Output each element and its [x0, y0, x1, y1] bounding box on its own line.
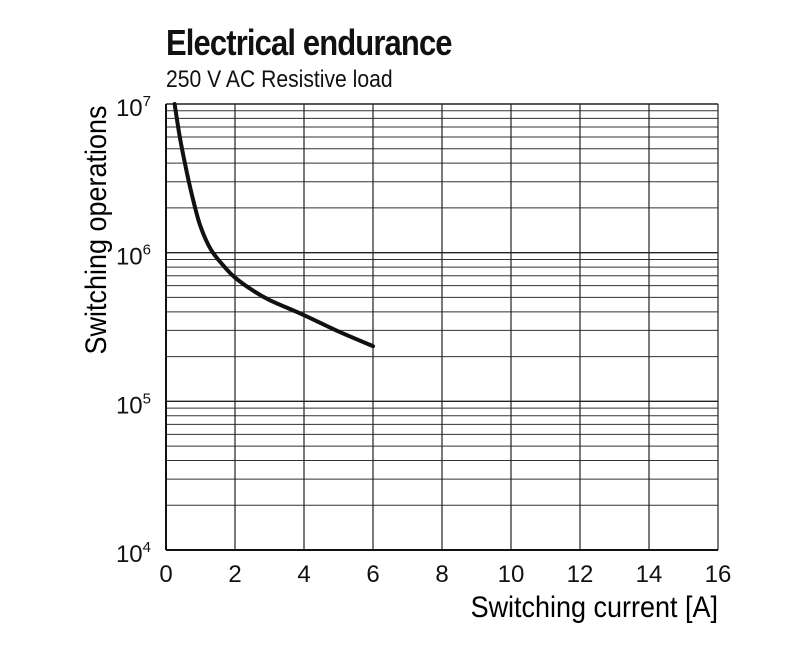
chart-subtitle: 250 V AC Resistive load: [166, 66, 393, 93]
grid-major: [165, 103, 719, 551]
y-tick-label: 104: [116, 539, 151, 568]
y-tick-labels: 104 105 106 107: [116, 93, 151, 568]
x-tick-label: 10: [498, 561, 525, 588]
y-tick-label: 107: [116, 93, 151, 122]
x-tick-label: 2: [228, 561, 241, 588]
x-tick-labels: 0 2 4 6 8 10 12 14 16: [159, 561, 731, 588]
x-tick-label: 8: [435, 561, 448, 588]
x-tick-label: 16: [705, 561, 732, 588]
chart-title: Electrical endurance: [166, 22, 453, 63]
x-tick-label: 0: [159, 561, 172, 588]
y-axis-label: Switching operations: [80, 106, 114, 355]
series-layer: [172, 102, 375, 349]
x-tick-label: 6: [366, 561, 379, 588]
y-tick-label: 106: [116, 242, 151, 271]
series-line-0: [172, 102, 375, 349]
x-tick-label: 14: [636, 561, 663, 588]
x-tick-label: 4: [297, 561, 310, 588]
x-axis-label: Switching current [A]: [471, 591, 718, 625]
x-tick-label: 12: [567, 561, 594, 588]
y-tick-label: 105: [116, 390, 151, 419]
